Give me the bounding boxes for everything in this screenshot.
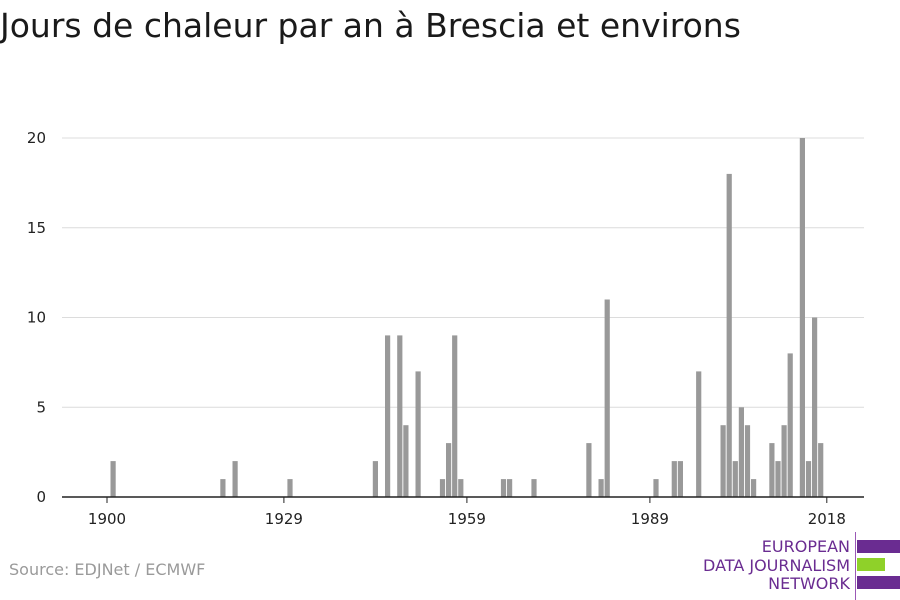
x-tick-label: 2018 [808,510,846,528]
logo-line-1: EUROPEAN [761,537,850,556]
bar-1921 [232,461,238,497]
bar-1946 [385,335,391,497]
bar-1966 [507,479,513,497]
x-axis: 1900 1929 1959 1989 2018 [62,496,864,528]
bar-2004 [738,407,744,498]
gridlines [62,137,864,408]
bar-1993 [671,461,677,497]
bar-1944 [372,461,378,497]
y-tick-label: 0 [36,488,46,506]
bar-1982 [604,299,610,497]
bar-1957 [452,335,458,497]
x-tick-label: 1959 [448,510,486,528]
logo-line-3: NETWORK [768,574,850,593]
logo-divider [855,532,856,600]
logo-bar-middle [857,558,885,571]
logo-text: EUROPEAN DATA JOURNALISM NETWORK [703,537,850,594]
bar-2017 [818,443,824,497]
bar-1981 [598,479,604,497]
bar-1956 [446,443,452,497]
bar-2014 [799,138,805,497]
bar-1958 [458,479,464,497]
x-tick-label: 1989 [631,510,669,528]
bar-1949 [403,425,409,497]
bar-2001 [720,425,726,497]
chart-title: Jours de chaleur par an à Brescia et env… [0,6,741,45]
y-tick-label: 5 [36,398,46,416]
bar-1948 [397,335,403,497]
x-tick-label: 1929 [265,510,303,528]
y-tick-label: 15 [27,219,46,237]
bar-2011 [781,425,787,497]
bar-1955 [439,479,446,497]
bar-2006 [751,479,757,497]
bar-1979 [586,443,592,497]
y-axis-ticks: 0 5 10 15 20 [27,129,46,506]
bar-1901 [110,461,116,497]
bar-2009 [769,443,775,497]
y-tick-label: 20 [27,129,46,147]
bar-2005 [744,425,751,497]
edjnet-logo: EUROPEAN DATA JOURNALISM NETWORK [700,532,900,600]
bar-2003 [732,461,738,497]
bar-2016 [812,317,818,497]
bar-1970 [531,479,537,497]
bar-1990 [653,479,659,497]
bar-1997 [696,371,702,497]
bar-2010 [775,461,781,497]
logo-bar-top [857,540,900,553]
y-tick-label: 10 [27,309,46,327]
logo-bar-bottom [857,576,900,589]
bar-chart: 1900 1929 1959 1989 2018 0 5 10 15 20 [27,129,864,528]
x-tick-label: 1900 [88,510,126,528]
source-note: Source: EDJNet / ECMWF [9,560,206,579]
logo-line-2: DATA JOURNALISM [703,555,850,575]
bar-1951 [415,371,421,497]
bar-2012 [787,353,793,497]
bar-1965 [500,479,507,497]
bar-1930 [287,479,293,497]
bar-2002 [726,173,732,497]
bar-1994 [677,461,683,497]
bar-1919 [220,479,226,497]
bars [110,138,824,498]
bar-2015 [805,461,812,497]
